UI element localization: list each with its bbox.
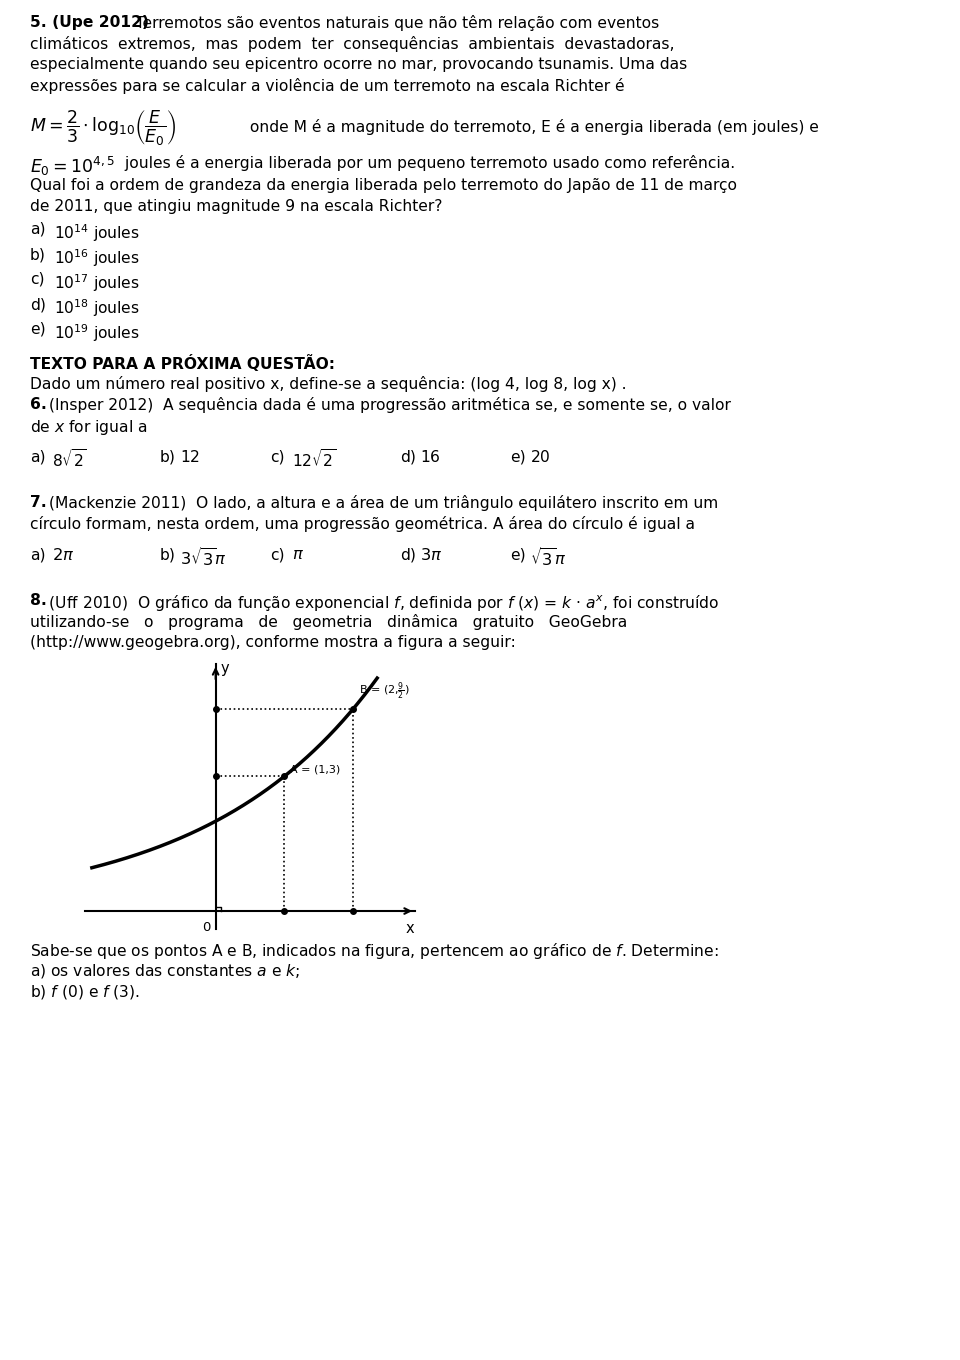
Text: 5. (Upe 2012): 5. (Upe 2012) xyxy=(30,15,149,30)
Text: climáticos  extremos,  mas  podem  ter  consequências  ambientais  devastadoras,: climáticos extremos, mas podem ter conse… xyxy=(30,35,675,52)
Text: 7.: 7. xyxy=(30,495,47,510)
Text: $10^{17}$ joules: $10^{17}$ joules xyxy=(54,272,140,294)
Text: b): b) xyxy=(30,248,46,262)
Text: 0: 0 xyxy=(202,921,210,934)
Text: e): e) xyxy=(510,547,526,562)
Text: $\pi$: $\pi$ xyxy=(292,547,304,562)
Text: $10^{16}$ joules: $10^{16}$ joules xyxy=(54,248,140,269)
Text: e): e) xyxy=(510,449,526,464)
Text: de $x$ for igual a: de $x$ for igual a xyxy=(30,418,148,437)
Text: $M=\dfrac{2}{3}\cdot\log_{10}\!\left(\dfrac{E}{E_0}\right)$: $M=\dfrac{2}{3}\cdot\log_{10}\!\left(\df… xyxy=(30,107,177,147)
Text: $\sqrt{3}\pi$: $\sqrt{3}\pi$ xyxy=(530,547,566,568)
Text: b): b) xyxy=(160,449,176,464)
Text: 8.: 8. xyxy=(30,593,47,608)
Text: A = (1,3): A = (1,3) xyxy=(290,764,340,774)
Text: y: y xyxy=(221,661,229,676)
Text: de 2011, que atingiu magnitude 9 na escala Richter?: de 2011, que atingiu magnitude 9 na esca… xyxy=(30,199,443,214)
Text: 6.: 6. xyxy=(30,397,47,412)
Text: Dado um número real positivo x, define-se a sequência: (log 4, log 8, log x) .: Dado um número real positivo x, define-s… xyxy=(30,375,627,392)
Text: b) $f$ (0) e $f$ (3).: b) $f$ (0) e $f$ (3). xyxy=(30,983,140,1001)
Text: Sabe-se que os pontos A e B, indicados na figura, pertencem ao gráfico de $f$. D: Sabe-se que os pontos A e B, indicados n… xyxy=(30,941,719,962)
Text: c): c) xyxy=(270,449,284,464)
Text: Qual foi a ordem de grandeza da energia liberada pelo terremoto do Japão de 11 d: Qual foi a ordem de grandeza da energia … xyxy=(30,178,737,193)
Text: (Uff 2010)  O gráfico da função exponencial $f$, definida por $f$ ($x$) = $k$ $\: (Uff 2010) O gráfico da função exponenci… xyxy=(44,593,719,613)
Text: B = (2,$\frac{9}{2}$): B = (2,$\frac{9}{2}$) xyxy=(359,681,409,702)
Text: $10^{14}$ joules: $10^{14}$ joules xyxy=(54,222,140,243)
Text: d): d) xyxy=(400,449,416,464)
Text: a): a) xyxy=(30,449,45,464)
Text: onde M é a magnitude do terremoto, E é a energia liberada (em joules) e: onde M é a magnitude do terremoto, E é a… xyxy=(245,120,819,135)
Text: c): c) xyxy=(270,547,284,562)
Text: $12$: $12$ xyxy=(180,449,200,465)
Text: (Mackenzie 2011)  O lado, a altura e a área de um triângulo equilátero inscrito : (Mackenzie 2011) O lado, a altura e a ár… xyxy=(44,495,718,511)
Text: $2\pi$: $2\pi$ xyxy=(52,547,74,563)
Text: d): d) xyxy=(400,547,416,562)
Text: joules é a energia liberada por um pequeno terremoto usado como referência.: joules é a energia liberada por um peque… xyxy=(120,155,735,171)
Text: (Insper 2012)  A sequência dada é uma progressão aritmética se, e somente se, o : (Insper 2012) A sequência dada é uma pro… xyxy=(44,397,731,413)
Text: c): c) xyxy=(30,272,44,287)
Text: $3\sqrt{3}\pi$: $3\sqrt{3}\pi$ xyxy=(180,547,227,568)
Text: utilizando-se   o   programa   de   geometria   dinâmica   gratuito   GeoGebra: utilizando-se o programa de geometria di… xyxy=(30,613,627,630)
Text: expressões para se calcular a violência de um terremoto na escala Richter é: expressões para se calcular a violência … xyxy=(30,78,625,94)
Text: a): a) xyxy=(30,222,45,237)
Text: (http://www.geogebra.org), conforme mostra a figura a seguir:: (http://www.geogebra.org), conforme most… xyxy=(30,635,516,650)
Text: TEXTO PARA A PRÓXIMA QUESTÃO:: TEXTO PARA A PRÓXIMA QUESTÃO: xyxy=(30,355,335,373)
Text: $20$: $20$ xyxy=(530,449,551,465)
Text: $10^{18}$ joules: $10^{18}$ joules xyxy=(54,296,140,318)
Text: a) os valores das constantes $a$ e $k$;: a) os valores das constantes $a$ e $k$; xyxy=(30,962,300,981)
Text: x: x xyxy=(405,921,414,936)
Text: $8\sqrt{2}$: $8\sqrt{2}$ xyxy=(52,449,86,471)
Text: círculo formam, nesta ordem, uma progressão geométrica. A área do círculo é igua: círculo formam, nesta ordem, uma progres… xyxy=(30,515,695,532)
Text: b): b) xyxy=(160,547,176,562)
Text: e): e) xyxy=(30,322,46,337)
Text: $E_0=10^{4,5}$: $E_0=10^{4,5}$ xyxy=(30,155,115,178)
Text: $12\sqrt{2}$: $12\sqrt{2}$ xyxy=(292,449,337,471)
Text: $3\pi$: $3\pi$ xyxy=(420,547,443,563)
Text: d): d) xyxy=(30,296,46,311)
Text: $16$: $16$ xyxy=(420,449,441,465)
Text: a): a) xyxy=(30,547,45,562)
Text: Terremotos são eventos naturais que não têm relação com eventos: Terremotos são eventos naturais que não … xyxy=(121,15,660,31)
Text: $10^{19}$ joules: $10^{19}$ joules xyxy=(54,322,140,344)
Text: especialmente quando seu epicentro ocorre no mar, provocando tsunamis. Uma das: especialmente quando seu epicentro ocorr… xyxy=(30,57,687,72)
